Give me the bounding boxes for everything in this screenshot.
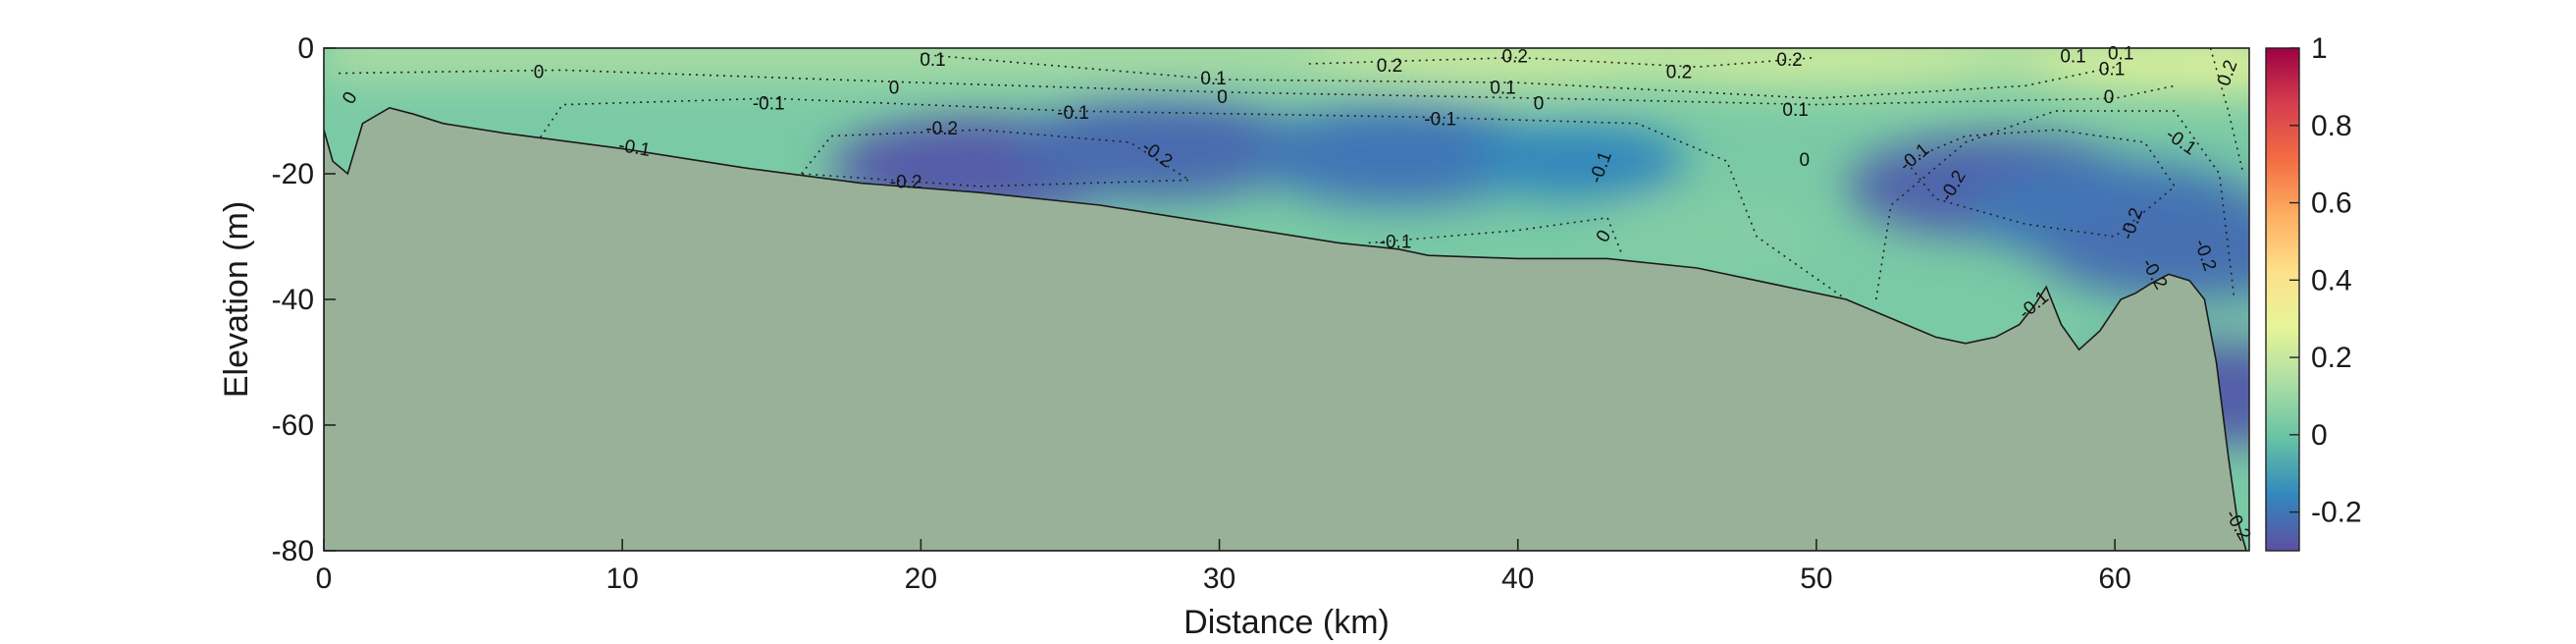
colorbar-tick-label-6: -0.2 xyxy=(2311,497,2362,529)
colorbar-tick-label-0: 1 xyxy=(2311,32,2328,65)
contour-label-20: 0.2 xyxy=(1666,63,1692,83)
colorbar: 1 0.8 0.6 0.4 0.2 0 -0.2 xyxy=(2265,32,2362,552)
contour-02 xyxy=(1308,56,1816,69)
contour-label-10: 0 xyxy=(1217,87,1228,108)
x-tick-label-0: 0 xyxy=(316,563,333,595)
anomaly-2 xyxy=(1249,103,1549,207)
plot-area: 00-0.1-0.10.10-0.2-0.2-0.20.10-0.10.2-0.… xyxy=(323,43,2255,552)
y-tick-label-1: -20 xyxy=(272,158,314,190)
contour-label-11: -0.1 xyxy=(1057,103,1089,124)
contour-label-23: 0 xyxy=(1799,150,1810,171)
anomaly-9 xyxy=(1610,48,2022,88)
y-tick-label-2: -40 xyxy=(272,284,314,316)
colorbar-tick-label-1: 0.8 xyxy=(2311,110,2352,142)
contour-label-29: 0.1 xyxy=(2099,59,2125,80)
anomaly-10 xyxy=(2014,48,2249,95)
contour-02-east xyxy=(2209,48,2244,175)
contour-label-27: 0.1 xyxy=(2060,47,2085,68)
y-axis-label: Elevation (m) xyxy=(218,201,255,398)
x-tick-label-1: 10 xyxy=(605,563,638,595)
contour-minus02-west xyxy=(801,129,1192,188)
y-tick-label-4: -80 xyxy=(272,535,314,567)
x-axis-label: Distance (km) xyxy=(1183,604,1390,641)
colorbar-tick-label-3: 0.4 xyxy=(2311,264,2352,296)
contour-label-12: 0.2 xyxy=(1377,56,1402,77)
colorbar-ramp xyxy=(2265,47,2300,552)
contour-zero-upper xyxy=(339,69,2176,106)
x-tick-label-5: 50 xyxy=(1800,563,1832,595)
contour-label-5: 0 xyxy=(889,79,900,99)
x-axis: 0 10 20 30 40 50 60 xyxy=(316,539,2131,595)
anomaly-3 xyxy=(1467,123,1688,199)
contour-label-22: 0.1 xyxy=(1782,100,1808,121)
contour-label-13: -0.1 xyxy=(1424,110,1456,131)
colorbar-tick-label-5: 0 xyxy=(2311,419,2328,452)
colorbar-tick-label-2: 0.6 xyxy=(2311,188,2352,220)
colorbar-ticks: 1 0.8 0.6 0.4 0.2 0 -0.2 xyxy=(2289,32,2362,529)
colorbar-tick-label-4: 0.2 xyxy=(2311,342,2352,374)
contour-label-14: 0.2 xyxy=(1501,47,1527,68)
y-tick-label-3: -60 xyxy=(272,409,314,442)
contour-label-21: 0.2 xyxy=(1776,50,1802,71)
x-tick-label-3: 30 xyxy=(1203,563,1235,595)
contour-minus01 xyxy=(532,97,1847,300)
contour-label-4: 0.1 xyxy=(920,50,945,71)
x-tick-label-2: 20 xyxy=(905,563,937,595)
contour-label-7: -0.2 xyxy=(890,173,922,193)
contour-label-30: 0 xyxy=(2104,87,2115,108)
bathymetry-seafloor xyxy=(324,106,2249,551)
contour-label-1: 0 xyxy=(534,63,545,83)
anomaly-11 xyxy=(1602,198,1822,275)
contour-label-6: -0.2 xyxy=(925,119,958,139)
y-axis: 0 -20 -40 -60 -80 xyxy=(272,32,336,567)
x-tick-label-6: 60 xyxy=(2098,563,2130,595)
anomaly-1 xyxy=(1010,97,1309,200)
contour-label-17: -0.1 xyxy=(1380,232,1412,252)
x-tick-label-4: 40 xyxy=(1501,563,1534,595)
contour-label-16: 0 xyxy=(1534,94,1545,115)
anomaly-field xyxy=(324,48,2249,446)
contour-lines xyxy=(339,48,2244,300)
y-tick-label-0: 0 xyxy=(297,32,314,65)
contour-01 xyxy=(920,53,2116,100)
contour-label-9: 0.1 xyxy=(1200,69,1226,89)
contour-label-3: -0.1 xyxy=(753,94,785,115)
anomaly-6 xyxy=(2040,197,2249,301)
contour-label-15: 0.1 xyxy=(1490,79,1515,99)
